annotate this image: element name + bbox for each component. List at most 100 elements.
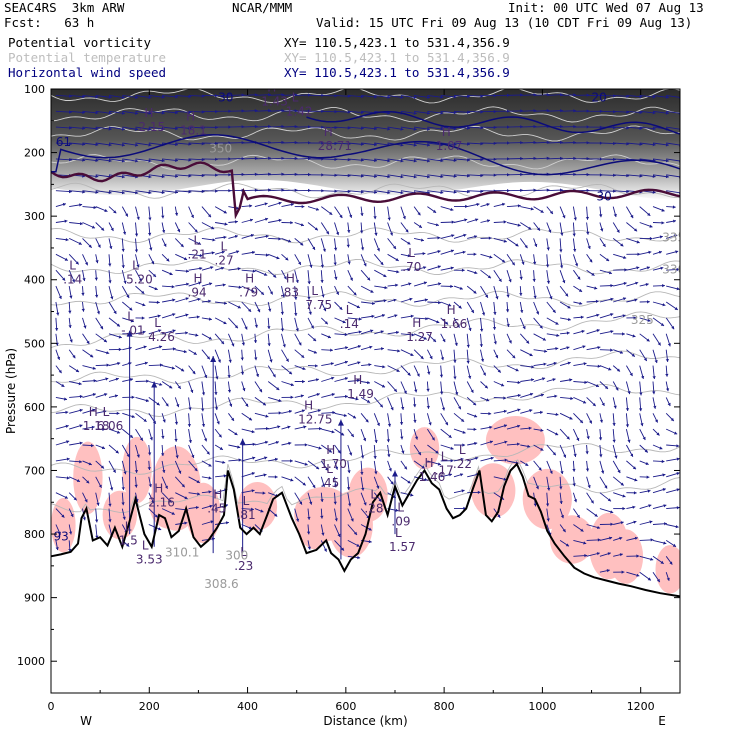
wind-arrowhead	[676, 457, 680, 461]
wind-arrowhead	[148, 232, 152, 236]
wind-arrowhead	[175, 455, 179, 459]
wind-arrowhead	[161, 95, 165, 99]
wind-arrowhead	[652, 143, 656, 147]
wind-arrowhead	[130, 319, 134, 323]
wind-arrowhead	[436, 320, 440, 324]
wind-arrowhead	[361, 455, 365, 459]
wind-arrowhead	[576, 437, 580, 441]
wind-arrowhead	[320, 499, 324, 502]
wind-arrowhead	[121, 175, 125, 179]
wind-arrowhead	[227, 389, 232, 393]
wind-arrowhead	[530, 207, 534, 211]
wind-arrowhead	[665, 373, 669, 377]
wind-arrowhead	[453, 376, 457, 380]
pv-extremum-type: L	[397, 500, 404, 514]
wind-arrowhead	[108, 111, 112, 115]
wind-arrowhead	[544, 349, 548, 353]
wind-arrowhead	[70, 513, 74, 517]
wind-arrowhead	[287, 425, 291, 429]
wind-arrowhead	[181, 484, 185, 488]
wind-arrowhead	[612, 439, 616, 443]
pv-2pvu-contour	[51, 161, 680, 220]
wind-arrowhead	[223, 210, 227, 214]
wind-arrowhead	[384, 286, 388, 290]
wind-arrowhead	[95, 294, 99, 298]
wind-arrowhead	[642, 436, 646, 440]
wind-arrowhead	[522, 326, 526, 330]
wind-arrowhead	[472, 402, 477, 406]
pv-extremum-value: 18.1	[180, 123, 207, 137]
wind-arrowhead	[451, 220, 455, 224]
wind-arrowhead	[540, 428, 544, 432]
wind-arrowhead	[599, 454, 603, 458]
wind-arrowhead	[221, 340, 224, 345]
wind-arrowhead	[665, 359, 669, 362]
wind-arrowhead	[252, 442, 256, 446]
wind-arrowhead	[148, 143, 152, 147]
pv-extremum-type: H	[144, 106, 153, 120]
wind-arrowhead	[368, 540, 372, 544]
wind-arrowhead	[135, 111, 139, 115]
wind-arrowhead	[154, 287, 158, 291]
wind-arrowhead	[424, 477, 428, 482]
wind-arrowhead	[637, 252, 641, 256]
wind-arrowhead	[616, 368, 620, 372]
wind-arrowhead	[117, 361, 121, 366]
wind-arrowhead	[473, 427, 477, 431]
wind-arrowhead	[652, 190, 656, 194]
wind-arrowhead	[211, 226, 215, 230]
wind-arrowhead	[442, 338, 446, 343]
wind-arrowhead	[75, 261, 79, 265]
wind-arrowhead	[267, 343, 271, 347]
wind-arrowhead	[395, 283, 399, 287]
wind-arrowhead	[608, 367, 612, 371]
wind-arrowhead	[569, 378, 573, 382]
wind-arrowhead	[175, 95, 178, 99]
wind-vectors	[55, 93, 680, 583]
wind-arrowhead	[567, 361, 571, 365]
wind-arrowhead	[669, 561, 673, 565]
wind-arrowhead	[104, 393, 108, 397]
wind-arrowhead	[506, 323, 510, 327]
wind-arrowhead	[573, 217, 577, 221]
wind-arrowhead	[374, 440, 378, 443]
wind-arrowhead	[252, 456, 256, 460]
wind-arrowhead	[143, 418, 147, 422]
pv-extremum-value: .45	[207, 502, 226, 516]
wind-arrowhead	[163, 243, 167, 247]
wind-arrowhead	[630, 214, 634, 219]
wind-arrowhead	[300, 242, 304, 246]
wind-arrowhead	[249, 218, 253, 222]
wind-arrowhead	[121, 95, 125, 99]
wind-arrowhead	[381, 384, 385, 388]
wind-arrowhead	[330, 362, 334, 366]
pv-extremum-type: H	[353, 373, 362, 387]
wind-arrowhead	[206, 356, 210, 360]
wind-arrowhead	[204, 438, 208, 442]
wind-arrowhead	[464, 218, 468, 222]
y-tick-label: 600	[24, 401, 45, 414]
wind-arrowhead	[300, 223, 304, 227]
wind-arrowhead	[673, 219, 676, 223]
wind-arrowhead	[55, 328, 59, 331]
pv-extremum-value: 6.06	[97, 419, 124, 433]
wind-arrowhead	[78, 241, 82, 245]
wind-arrowhead	[530, 392, 534, 396]
wind-arrowhead	[448, 303, 452, 307]
wind-arrowhead	[369, 345, 373, 349]
wind-arrowhead	[310, 325, 314, 329]
pv-extremum-value: 4.26	[148, 330, 175, 344]
wind-arrowhead	[482, 372, 486, 376]
wind-arrowhead	[374, 158, 377, 163]
wind-arrowhead	[93, 379, 97, 383]
wind-arrowhead	[450, 284, 454, 288]
wind-arrowhead	[188, 407, 192, 411]
wind-arrowhead	[486, 203, 490, 207]
wind-arrowhead	[517, 442, 520, 446]
wind-arrowhead	[172, 329, 176, 333]
wind-arrowhead	[619, 350, 623, 354]
wind-arrowhead	[251, 489, 255, 493]
pv-extremum-value: .23	[234, 559, 253, 573]
wind-arrowhead	[285, 257, 289, 261]
wind-arrowhead	[674, 307, 678, 310]
